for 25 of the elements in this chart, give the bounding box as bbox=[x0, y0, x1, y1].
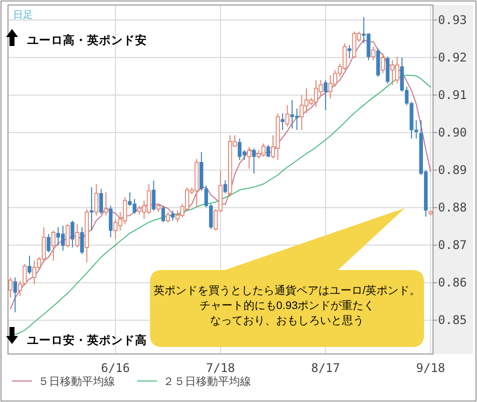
candlestick bbox=[166, 212, 170, 223]
annotation: ユーロ安・英ポンド高 bbox=[27, 333, 147, 347]
x-tick-label: 6/16 bbox=[100, 361, 130, 375]
x-tick-label: 8/17 bbox=[311, 361, 340, 375]
y-tick-label: 0.93 bbox=[438, 13, 467, 28]
x-tick-label: 7/18 bbox=[206, 361, 235, 375]
y-tick-label: 0.92 bbox=[438, 50, 467, 65]
y-tick-label: 0.87 bbox=[438, 238, 467, 252]
y-tick-label: 0.91 bbox=[438, 88, 467, 102]
annotation: 日足 bbox=[13, 10, 33, 21]
y-tick-label: 0.88 bbox=[438, 200, 467, 215]
y-tick-label: 0.85 bbox=[438, 313, 467, 328]
x-tick-label: 9/18 bbox=[416, 361, 446, 375]
legend-label: ２５日移動平均線 bbox=[163, 376, 251, 388]
legend-label: ５日移動平均線 bbox=[38, 376, 115, 388]
y-tick-label: 0.90 bbox=[438, 126, 467, 140]
candlestick bbox=[280, 112, 284, 130]
y-tick-label: 0.86 bbox=[438, 276, 467, 290]
annotation: 英ポンドを買うとしたら通貨ペアはユーロ/英ポンド。 bbox=[153, 284, 421, 297]
annotation: チャート的にも0.93ポンドが重たく bbox=[199, 299, 375, 312]
annotation: ユーロ高・英ポンド安 bbox=[27, 33, 147, 47]
candlestick bbox=[90, 186, 94, 232]
annotation: なっており、おもしろいと思う bbox=[210, 315, 364, 327]
candlestick bbox=[324, 80, 328, 111]
y-tick-label: 0.89 bbox=[438, 163, 467, 178]
